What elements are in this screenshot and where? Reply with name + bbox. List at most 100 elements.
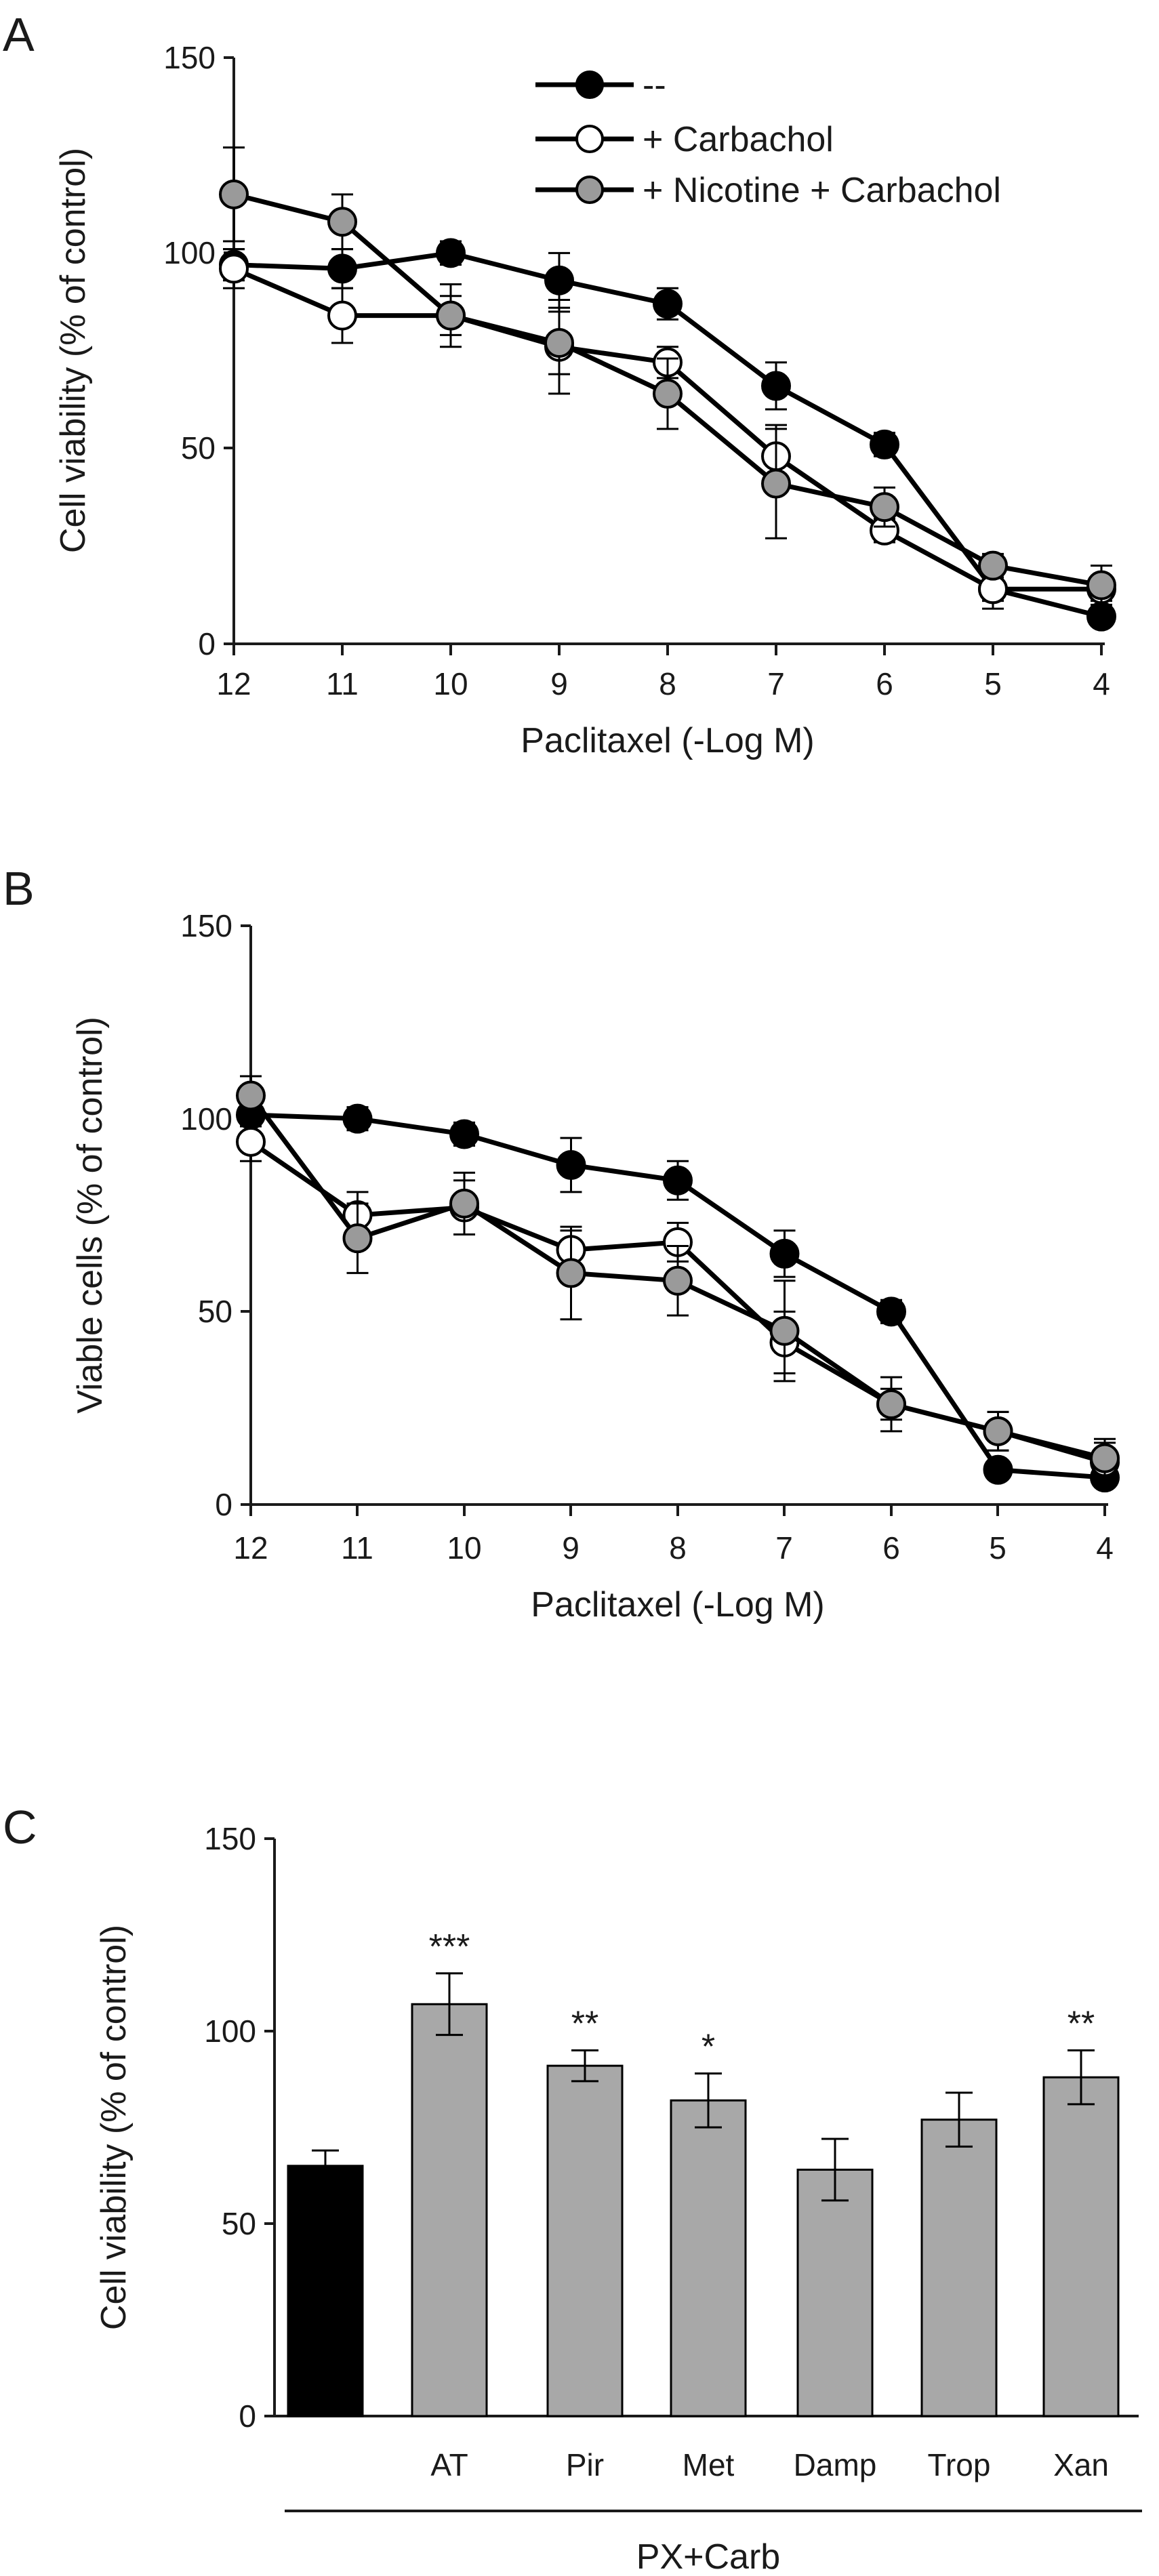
panel-c-letter: C (3, 1801, 37, 1854)
panel-b-x-tick-label: 7 (775, 1530, 793, 1566)
data-point (327, 253, 357, 284)
panel-b-x-tick-label: 10 (447, 1530, 481, 1566)
panel-a-x-tick-label: 6 (876, 666, 893, 701)
data-point (663, 1265, 693, 1296)
panel-b-x-tick-label: 4 (1096, 1530, 1114, 1566)
legend-label: -- (643, 66, 666, 105)
panel-b-plot-area (236, 1075, 1120, 1493)
data-point (236, 1080, 266, 1111)
panel-c-y-tick-label: 0 (239, 2398, 256, 2434)
data-point (219, 179, 249, 209)
data-point (544, 265, 574, 295)
data-point (449, 1188, 479, 1219)
panel-a-y-axis-title: Cell viability (% of control) (54, 148, 93, 553)
bar (670, 2099, 747, 2417)
data-point (870, 492, 899, 523)
significance-marker: *** (429, 1927, 470, 1967)
series-nicotine-carbachol (219, 146, 1116, 606)
data-point (769, 1315, 800, 1346)
data-point (876, 1296, 906, 1327)
panel-b-y-axis-title: Viable cells (% of control) (70, 1017, 110, 1414)
data-point (769, 1238, 800, 1269)
data-point (556, 1258, 586, 1288)
panel-a-x-tick-label: 9 (550, 666, 568, 701)
panel-a-x-tick-label: 12 (216, 666, 251, 701)
panel-b-x-tick-label: 12 (233, 1530, 268, 1566)
legend-entry-nicotine-carbachol: + Nicotine + Carbachol (535, 171, 1001, 210)
data-point (983, 1416, 1013, 1446)
panel-a-y-tick-label: 150 (163, 40, 216, 75)
panel-b-x-axis: 12 11 10 9 8 7 6 5 4 Paclitaxel (-Log M) (233, 1503, 1114, 1624)
panel-a-y-tick-label: 0 (198, 626, 216, 661)
panel-a-x-tick-label: 7 (767, 666, 785, 701)
panel-c-y-tick-label: 100 (204, 2013, 256, 2049)
panel-c-y-axis-title: Cell viability (% of control) (94, 1925, 134, 2330)
panel-c-group-label: PX+Carb (636, 2537, 780, 2576)
panel-b-x-tick-label: 5 (989, 1530, 1006, 1566)
panel-b-x-tick-label: 9 (562, 1530, 580, 1566)
legend-marker-gray (575, 176, 604, 204)
panel-b-x-tick-label: 6 (882, 1530, 900, 1566)
series-control (236, 1099, 1120, 1493)
legend-label: + Nicotine + Carbachol (643, 171, 1001, 210)
legend-marker-white (575, 125, 604, 153)
panel-a-x-tick-label: 11 (326, 666, 359, 701)
legend-marker-black (575, 70, 604, 99)
panel-c-y-tick-label: 150 (204, 1821, 256, 1856)
panel-a: A 150 100 50 0 Cell viability (% of cont… (3, 8, 1116, 760)
panel-a-x-tick-label: 8 (659, 666, 676, 701)
panel-a-x-axis-title: Paclitaxel (-Log M) (521, 721, 814, 760)
panel-b-y-tick-label: 0 (215, 1487, 232, 1522)
panel-b-x-axis-title: Paclitaxel (-Log M) (531, 1585, 824, 1624)
data-point (663, 1165, 693, 1195)
data-point (870, 429, 899, 459)
bar (1042, 2076, 1120, 2417)
panel-a-plot-area (219, 146, 1116, 632)
data-point (544, 327, 574, 358)
panel-a-y-axis: 150 100 50 0 Cell viability (% of contro… (54, 40, 235, 661)
data-point (436, 238, 466, 268)
panel-c-x-tick-label: Damp (794, 2447, 877, 2482)
data-point (761, 371, 791, 401)
data-point (761, 468, 791, 499)
panel-a-x-axis: 12 11 10 9 8 7 6 5 4 Paclitaxel (-Log M) (216, 642, 1110, 760)
panel-a-legend: -- + Carbachol + Nicotine + Carbachol (535, 66, 1001, 210)
panel-a-y-tick-label: 100 (163, 235, 216, 270)
legend-label: + Carbachol (643, 120, 834, 159)
data-point (236, 1126, 266, 1157)
bar (796, 2168, 874, 2417)
panel-a-x-tick-label: 10 (433, 666, 468, 701)
series-nicotine-carbachol (236, 1075, 1120, 1479)
panel-a-y-tick-label: 50 (181, 430, 216, 466)
bar (411, 2003, 488, 2417)
panel-a-x-tick-label: 4 (1093, 666, 1110, 701)
data-point (342, 1223, 373, 1254)
panel-b-y-tick-label: 50 (198, 1294, 232, 1329)
data-point (449, 1119, 479, 1149)
bar (546, 2064, 624, 2417)
significance-marker: ** (571, 2004, 598, 2043)
data-point (342, 1103, 373, 1134)
data-point (876, 1389, 906, 1419)
significance-marker: * (702, 2027, 715, 2066)
data-point (1086, 570, 1116, 600)
panel-a-x-tick-label: 5 (984, 666, 1002, 701)
data-point (653, 289, 683, 319)
panel-b-y-tick-label: 150 (180, 908, 232, 943)
bar (287, 2165, 364, 2417)
panel-b-x-tick-label: 8 (669, 1530, 687, 1566)
data-point (219, 253, 249, 284)
data-point (327, 300, 357, 331)
panel-c-x-tick-label: Xan (1053, 2447, 1109, 2482)
legend-entry-control: -- (535, 66, 666, 105)
data-point (327, 207, 357, 237)
panel-c-plot-area: ******** (287, 1927, 1120, 2417)
data-point (653, 378, 683, 409)
bar (920, 2119, 998, 2417)
panel-c-x-tick-label: AT (430, 2447, 468, 2482)
data-point (983, 1454, 1013, 1485)
legend-entry-carbachol: + Carbachol (535, 120, 834, 159)
data-point (1086, 601, 1116, 632)
panel-b-y-tick-label: 100 (180, 1101, 232, 1137)
data-point (978, 550, 1008, 581)
